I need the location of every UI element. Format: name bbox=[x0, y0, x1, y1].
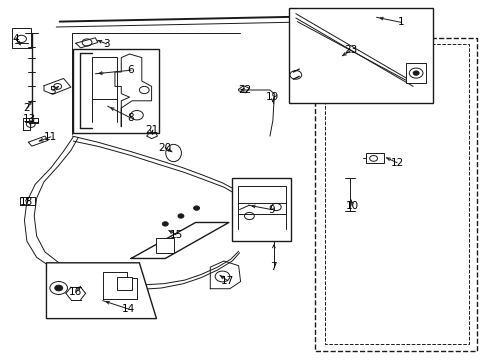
Circle shape bbox=[178, 214, 183, 218]
Text: 22: 22 bbox=[237, 85, 251, 95]
Bar bbox=[155, 238, 174, 253]
Text: 19: 19 bbox=[265, 92, 279, 102]
Polygon shape bbox=[46, 263, 156, 319]
Text: 18: 18 bbox=[20, 197, 34, 207]
Text: 13: 13 bbox=[22, 114, 36, 124]
Text: 14: 14 bbox=[121, 304, 135, 314]
Text: 4: 4 bbox=[12, 34, 19, 44]
Text: 6: 6 bbox=[127, 65, 134, 75]
Text: 8: 8 bbox=[127, 113, 134, 123]
Text: 2: 2 bbox=[23, 103, 30, 113]
Text: 21: 21 bbox=[144, 125, 158, 135]
Text: 9: 9 bbox=[267, 204, 274, 215]
Bar bbox=[117, 277, 132, 290]
Text: 10: 10 bbox=[345, 201, 358, 211]
Text: 11: 11 bbox=[44, 132, 58, 142]
Bar bbox=[365, 153, 384, 163]
Bar bbox=[232, 178, 290, 241]
Text: 12: 12 bbox=[389, 158, 403, 168]
Text: 3: 3 bbox=[103, 39, 110, 49]
Text: 1: 1 bbox=[397, 17, 404, 27]
Circle shape bbox=[412, 71, 418, 75]
Circle shape bbox=[162, 222, 168, 226]
Bar bbox=[288, 8, 432, 103]
Text: 20: 20 bbox=[159, 143, 171, 153]
Bar bbox=[73, 49, 159, 133]
Circle shape bbox=[193, 206, 199, 210]
Text: 16: 16 bbox=[69, 287, 82, 297]
Text: 23: 23 bbox=[344, 45, 357, 55]
Bar bbox=[405, 63, 426, 83]
Text: 7: 7 bbox=[270, 262, 277, 272]
Ellipse shape bbox=[165, 144, 181, 162]
Bar bbox=[12, 28, 31, 48]
Text: 17: 17 bbox=[221, 276, 234, 286]
Text: 15: 15 bbox=[169, 230, 183, 240]
Text: 5: 5 bbox=[49, 86, 56, 96]
Circle shape bbox=[55, 285, 62, 291]
